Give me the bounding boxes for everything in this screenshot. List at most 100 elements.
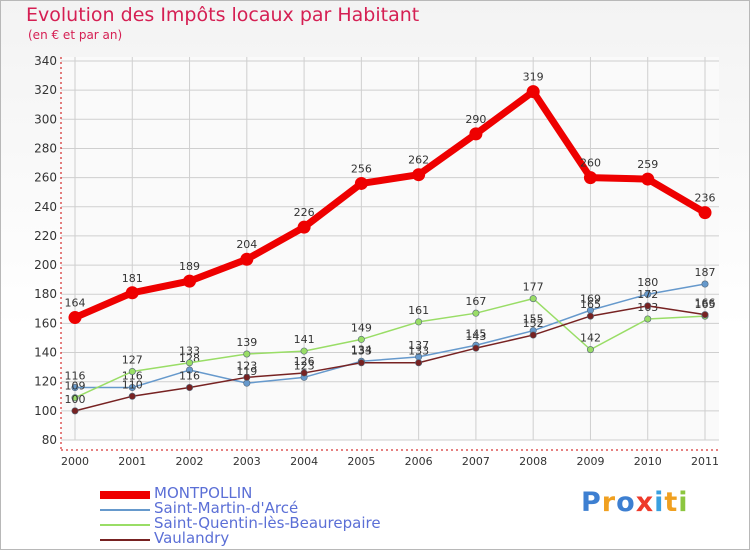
y-tick-label: 300 (34, 112, 57, 126)
data-point-saint-martin-d-arc (701, 280, 709, 288)
data-label-montpollin: 164 (65, 297, 86, 310)
data-label-vaulandry: 116 (179, 370, 200, 383)
x-tick-label: 2003 (233, 455, 261, 468)
y-tick-label: 240 (34, 200, 57, 214)
data-label-vaulandry: 123 (236, 359, 257, 372)
data-label-vaulandry: 126 (294, 355, 315, 368)
logo-letter: i (654, 487, 665, 518)
data-point-montpollin (240, 252, 254, 266)
data-label-montpollin: 256 (351, 162, 372, 175)
data-label-saint-quentin-l-s-beaurepaire: 142 (580, 332, 601, 345)
legend-label-saint-quentin: Saint-Quentin-lès-Beaurepaire (154, 514, 381, 532)
data-point-saint-martin-d-arc (128, 384, 136, 392)
x-tick-label: 2002 (176, 455, 204, 468)
data-point-saint-quentin-l-s-beaurepaire (644, 315, 652, 323)
series-line-saint-martin-d-arc (75, 283, 706, 389)
data-label-montpollin: 236 (695, 192, 716, 205)
x-tick-label: 2007 (462, 455, 490, 468)
y-tick-label: 100 (34, 404, 57, 418)
data-label-saint-martin-d-arc: 116 (122, 370, 143, 383)
data-point-vaulandry (357, 359, 365, 367)
data-label-saint-quentin-l-s-beaurepaire: 167 (465, 295, 486, 308)
chart-title: Evolution des Impôts locaux par Habitant (26, 4, 420, 26)
x-tick-label: 2005 (347, 455, 375, 468)
logo-letter: t (664, 487, 679, 518)
data-label-saint-quentin-l-s-beaurepaire: 177 (523, 281, 544, 294)
data-point-montpollin (698, 206, 712, 220)
data-point-montpollin (583, 171, 597, 185)
logo-letter: x (635, 487, 655, 518)
data-point-saint-martin-d-arc (243, 379, 251, 387)
y-tick-label: 140 (34, 346, 57, 360)
data-label-montpollin: 189 (179, 260, 200, 273)
data-point-montpollin (412, 168, 426, 182)
data-label-saint-quentin-l-s-beaurepaire: 139 (236, 336, 257, 349)
logo-letter: i (678, 487, 689, 518)
data-label-saint-quentin-l-s-beaurepaire: 149 (351, 321, 372, 334)
x-tick-label: 2006 (405, 455, 433, 468)
data-label-montpollin: 259 (637, 158, 658, 171)
data-point-saint-quentin-l-s-beaurepaire (186, 359, 194, 367)
y-tick-label: 180 (34, 287, 57, 301)
data-point-montpollin (125, 286, 139, 300)
data-label-vaulandry: 172 (637, 288, 658, 301)
plot-area (61, 57, 719, 440)
data-label-vaulandry: 143 (465, 330, 486, 343)
y-tick-label: 200 (34, 258, 57, 272)
data-label-vaulandry: 133 (351, 345, 372, 358)
x-tick-label: 2000 (61, 455, 89, 468)
data-point-vaulandry (472, 344, 480, 352)
data-label-saint-martin-d-arc: 134 (351, 343, 372, 356)
legend-label-montpollin: MONTPOLLIN (154, 484, 253, 502)
data-point-vaulandry (586, 312, 594, 320)
legend-swatch-saint-quentin (100, 524, 150, 526)
data-point-saint-quentin-l-s-beaurepaire (472, 309, 480, 317)
data-point-montpollin (526, 85, 540, 99)
data-label-montpollin: 290 (465, 113, 486, 126)
x-tick-label: 2004 (290, 455, 318, 468)
y-tick-label: 280 (34, 141, 57, 155)
data-label-saint-quentin-l-s-beaurepaire: 133 (179, 345, 200, 358)
data-label-saint-martin-d-arc: 116 (65, 370, 86, 383)
data-label-saint-martin-d-arc: 119 (236, 365, 257, 378)
chart-subtitle: (en € et par an) (28, 28, 123, 42)
data-point-saint-quentin-l-s-beaurepaire (243, 350, 251, 358)
data-label-montpollin: 262 (408, 154, 429, 167)
data-point-vaulandry (186, 384, 194, 392)
data-point-vaulandry (128, 392, 136, 400)
data-label-montpollin: 260 (580, 157, 601, 170)
data-label-montpollin: 204 (236, 238, 257, 251)
data-point-saint-quentin-l-s-beaurepaire (357, 335, 365, 343)
data-label-saint-quentin-l-s-beaurepaire: 141 (294, 333, 315, 346)
legend-swatch-vaulandry (100, 539, 150, 541)
data-point-saint-quentin-l-s-beaurepaire (415, 318, 423, 326)
data-point-saint-martin-d-arc (644, 290, 652, 298)
y-tick-label: 320 (34, 83, 57, 97)
legend-swatch-saint-martin (100, 509, 150, 511)
data-point-montpollin (183, 274, 197, 288)
y-tick-label: 80 (42, 433, 57, 447)
data-label-saint-martin-d-arc: 123 (294, 359, 315, 372)
legend-label-vaulandry: Vaulandry (154, 529, 230, 547)
data-point-montpollin (297, 220, 311, 234)
data-label-vaulandry: 165 (580, 298, 601, 311)
data-label-saint-quentin-l-s-beaurepaire: 161 (408, 304, 429, 317)
series-line-montpollin (73, 88, 707, 321)
data-point-vaulandry (529, 331, 537, 339)
data-label-montpollin: 226 (294, 206, 315, 219)
data-label-saint-martin-d-arc: 187 (695, 266, 716, 279)
data-label-saint-martin-d-arc: 155 (523, 313, 544, 326)
series-line-saint-quentin-l-s-beaurepaire (74, 297, 706, 399)
x-tick-label: 2010 (634, 455, 662, 468)
data-label-saint-quentin-l-s-beaurepaire: 165 (695, 298, 716, 311)
data-point-saint-quentin-l-s-beaurepaire (300, 347, 308, 355)
x-tick-label: 2008 (519, 455, 547, 468)
data-label-montpollin: 181 (122, 272, 143, 285)
data-point-montpollin (641, 172, 655, 186)
data-point-vaulandry (644, 302, 652, 310)
data-point-montpollin (68, 311, 82, 325)
data-point-saint-martin-d-arc (71, 384, 79, 392)
logo-letter: P (581, 487, 602, 518)
data-point-saint-quentin-l-s-beaurepaire (529, 295, 537, 303)
